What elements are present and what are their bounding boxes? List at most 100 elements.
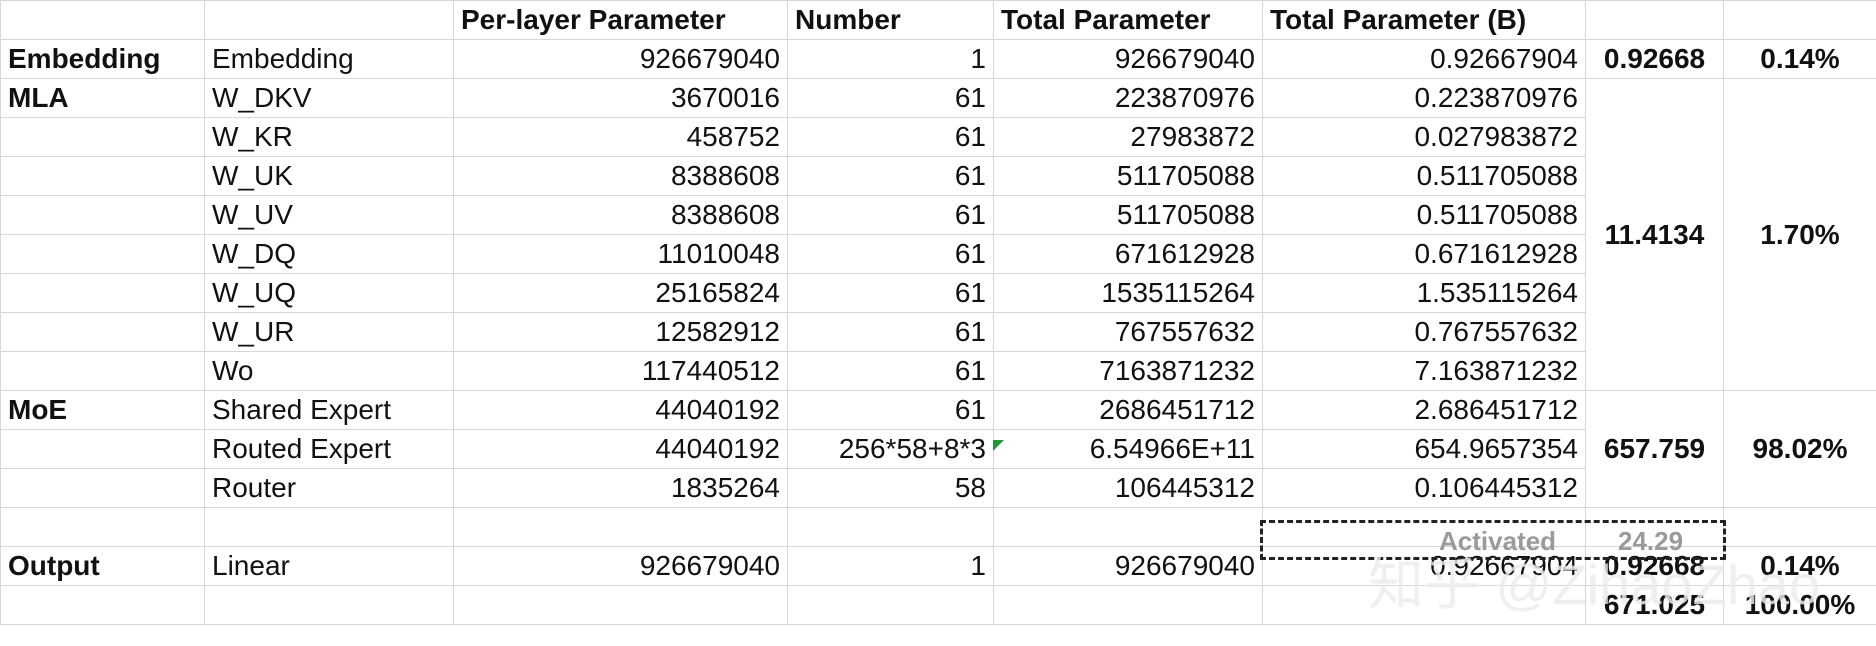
per-layer-cell[interactable]: 458752 — [453, 117, 788, 157]
total-b-cell[interactable]: 2.686451712 — [1262, 390, 1586, 430]
number-cell[interactable]: 58 — [787, 468, 994, 508]
header-cell[interactable]: Per-layer Parameter — [453, 0, 788, 40]
per-layer-cell[interactable] — [453, 584, 788, 625]
mla-percent-cell[interactable]: 1.70% — [1723, 78, 1876, 391]
total-cell[interactable]: 767557632 — [993, 312, 1263, 352]
header-cell[interactable] — [1585, 0, 1724, 40]
layer-name-cell[interactable]: W_DKV — [204, 78, 454, 118]
total-cell[interactable]: 671612928 — [993, 234, 1263, 274]
total-b-cell[interactable]: 0.767557632 — [1262, 312, 1586, 352]
group-cell[interactable] — [0, 312, 205, 352]
number-cell[interactable]: 256*58+8*3 — [787, 429, 994, 469]
layer-name-cell[interactable]: Routed Expert — [204, 429, 454, 469]
total-cell[interactable] — [993, 507, 1263, 547]
total-b-cell[interactable]: 0.511705088 — [1262, 195, 1586, 235]
per-layer-cell[interactable]: 117440512 — [453, 351, 788, 391]
group-cell[interactable] — [0, 117, 205, 157]
per-layer-cell[interactable]: 8388608 — [453, 156, 788, 196]
layer-name-cell[interactable]: Router — [204, 468, 454, 508]
total-cell[interactable]: 223870976 — [993, 78, 1263, 118]
per-layer-cell[interactable]: 12582912 — [453, 312, 788, 352]
total-b-cell[interactable]: 0.027983872 — [1262, 117, 1586, 157]
embedding-summary-cell[interactable]: 0.92668 — [1585, 39, 1724, 79]
total-b-cell[interactable]: 0.106445312 — [1262, 468, 1586, 508]
layer-name-cell[interactable]: W_KR — [204, 117, 454, 157]
per-layer-cell[interactable]: 926679040 — [453, 545, 788, 586]
group-cell[interactable]: Output — [0, 545, 205, 586]
layer-name-cell[interactable]: W_UR — [204, 312, 454, 352]
header-cell[interactable]: Total Parameter — [993, 0, 1263, 40]
number-cell[interactable]: 61 — [787, 78, 994, 118]
group-cell[interactable]: MLA — [0, 78, 205, 118]
number-cell[interactable]: 61 — [787, 234, 994, 274]
total-b-cell[interactable]: 7.163871232 — [1262, 351, 1586, 391]
group-cell[interactable] — [0, 429, 205, 469]
header-cell[interactable]: Number — [787, 0, 994, 40]
number-cell[interactable]: 61 — [787, 117, 994, 157]
total-cell[interactable]: 27983872 — [993, 117, 1263, 157]
output-percent-cell[interactable]: 0.14% — [1723, 545, 1876, 586]
per-layer-cell[interactable]: 8388608 — [453, 195, 788, 235]
number-cell[interactable]: 1 — [787, 545, 994, 586]
header-cell[interactable] — [204, 0, 454, 40]
total-b-cell[interactable]: 654.9657354 — [1262, 429, 1586, 469]
layer-name-cell[interactable] — [204, 584, 454, 625]
total-percent-cell[interactable]: 100.00% — [1723, 584, 1876, 625]
mla-summary-cell[interactable]: 11.4134 — [1585, 78, 1724, 391]
header-cell[interactable]: Total Parameter (B) — [1262, 0, 1586, 40]
header-cell[interactable] — [0, 0, 205, 40]
total-b-cell[interactable]: 0.223870976 — [1262, 78, 1586, 118]
layer-name-cell[interactable]: Wo — [204, 351, 454, 391]
total-cell[interactable]: 6.54966E+11 — [993, 429, 1263, 469]
number-cell[interactable]: 61 — [787, 195, 994, 235]
layer-name-cell[interactable]: W_UK — [204, 156, 454, 196]
total-b-cell[interactable]: 0.511705088 — [1262, 156, 1586, 196]
empty-cell[interactable] — [1723, 507, 1876, 547]
group-cell[interactable] — [0, 156, 205, 196]
layer-name-cell[interactable]: W_UV — [204, 195, 454, 235]
number-cell[interactable]: 61 — [787, 312, 994, 352]
output-summary-cell[interactable]: 0.92668 — [1585, 545, 1724, 586]
per-layer-cell[interactable]: 25165824 — [453, 273, 788, 313]
per-layer-cell[interactable]: 44040192 — [453, 429, 788, 469]
number-cell[interactable]: 61 — [787, 273, 994, 313]
layer-name-cell[interactable]: Embedding — [204, 39, 454, 79]
group-cell[interactable] — [0, 584, 205, 625]
layer-name-cell[interactable]: W_DQ — [204, 234, 454, 274]
number-cell[interactable] — [787, 507, 994, 547]
total-b-cell[interactable]: 1.535115264 — [1262, 273, 1586, 313]
total-cell[interactable]: 7163871232 — [993, 351, 1263, 391]
per-layer-cell[interactable]: 44040192 — [453, 390, 788, 430]
layer-name-cell[interactable]: W_UQ — [204, 273, 454, 313]
group-cell[interactable] — [0, 273, 205, 313]
total-b-cell[interactable] — [1262, 507, 1586, 547]
header-cell[interactable] — [1723, 0, 1876, 40]
per-layer-cell[interactable]: 3670016 — [453, 78, 788, 118]
total-b-cell[interactable]: 0.671612928 — [1262, 234, 1586, 274]
total-b-cell[interactable]: 0.92667904 — [1262, 39, 1586, 79]
total-b-cell[interactable]: 0.92667904 — [1262, 545, 1586, 586]
total-cell[interactable]: 106445312 — [993, 468, 1263, 508]
group-cell[interactable] — [0, 351, 205, 391]
total-cell[interactable]: 511705088 — [993, 195, 1263, 235]
number-cell[interactable] — [787, 584, 994, 625]
moe-percent-cell[interactable]: 98.02% — [1723, 390, 1876, 508]
per-layer-cell[interactable]: 11010048 — [453, 234, 788, 274]
layer-name-cell[interactable]: Shared Expert — [204, 390, 454, 430]
per-layer-cell[interactable]: 926679040 — [453, 39, 788, 79]
layer-name-cell[interactable] — [204, 507, 454, 547]
group-cell[interactable] — [0, 195, 205, 235]
per-layer-cell[interactable] — [453, 507, 788, 547]
total-cell[interactable]: 2686451712 — [993, 390, 1263, 430]
per-layer-cell[interactable]: 1835264 — [453, 468, 788, 508]
total-cell[interactable]: 926679040 — [993, 39, 1263, 79]
group-cell[interactable] — [0, 234, 205, 274]
total-cell[interactable]: 926679040 — [993, 545, 1263, 586]
total-cell[interactable] — [993, 584, 1263, 625]
total-summary-cell[interactable]: 671.025 — [1585, 584, 1724, 625]
group-cell[interactable]: MoE — [0, 390, 205, 430]
total-cell[interactable]: 1535115264 — [993, 273, 1263, 313]
group-cell[interactable]: Embedding — [0, 39, 205, 79]
total-b-cell[interactable] — [1262, 584, 1586, 625]
layer-name-cell[interactable]: Linear — [204, 545, 454, 586]
